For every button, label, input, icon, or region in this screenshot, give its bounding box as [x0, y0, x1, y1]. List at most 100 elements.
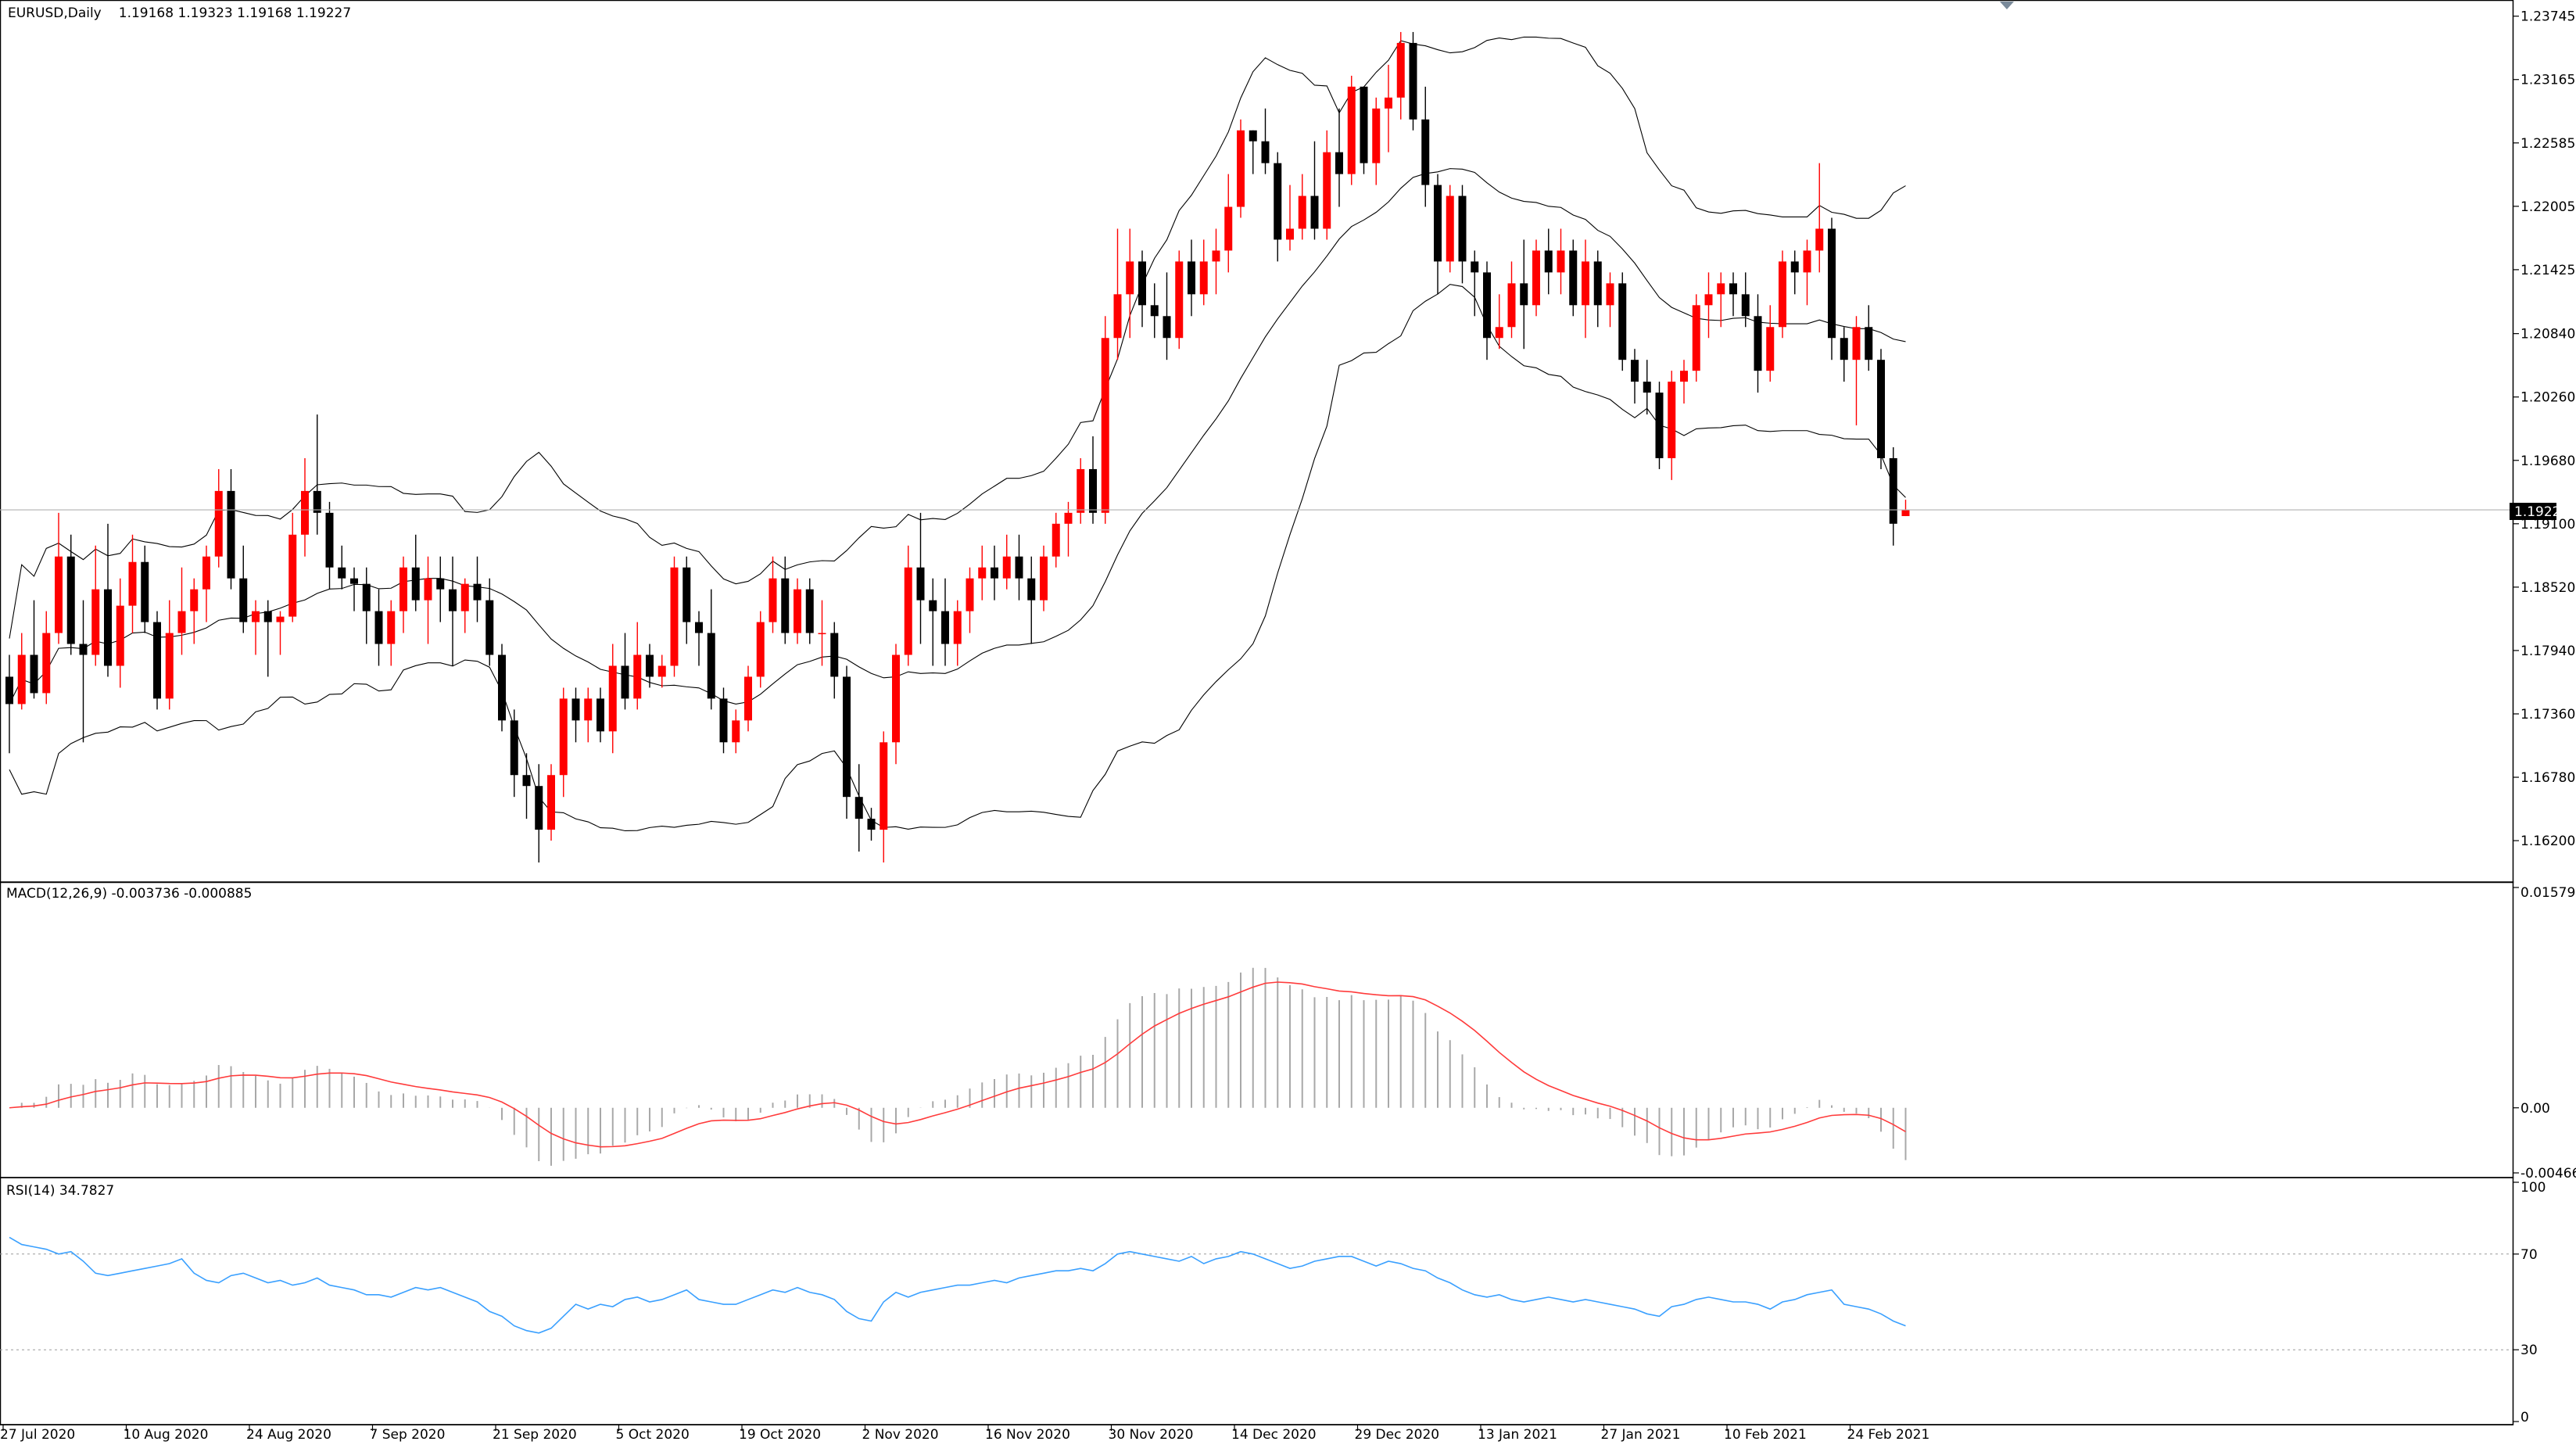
candle-bull: [177, 611, 186, 633]
candle-bear: [830, 633, 839, 677]
date-tick-label: 10 Feb 2021: [1724, 1427, 1807, 1443]
candle-bull: [559, 698, 568, 776]
candle-bear: [1458, 195, 1467, 262]
candle-bear: [781, 578, 790, 633]
candle-bear: [104, 589, 112, 666]
candle-bull: [892, 654, 900, 743]
candle-bull: [1002, 556, 1011, 579]
candle-bull: [252, 611, 260, 622]
candle-bear: [141, 561, 149, 622]
candle-bull: [276, 616, 285, 622]
bollinger-bands: [9, 36, 1906, 832]
candle-bull: [1532, 250, 1540, 306]
candle-bull: [978, 567, 987, 579]
candle-bull: [1372, 108, 1381, 163]
candle-bull: [91, 589, 100, 655]
chart-shift-marker-icon[interactable]: [2000, 2, 2014, 9]
price-tick-label: 1.16200: [2520, 834, 2575, 849]
candle-bull: [1212, 250, 1220, 262]
date-tick-label: 27 Jan 2021: [1601, 1427, 1681, 1443]
candle-bull: [1126, 261, 1134, 295]
candle-bull: [732, 720, 740, 743]
candle-bear: [313, 490, 321, 513]
candle-bear: [1089, 468, 1097, 513]
candle-bear: [485, 600, 494, 655]
price-tick-label: 1.23745: [2520, 9, 2575, 25]
candle-bear: [1471, 261, 1479, 273]
price-tick-label: 1.23165: [2520, 73, 2575, 88]
candle-bull: [1040, 556, 1048, 601]
date-tick-label: 29 Dec 2020: [1355, 1427, 1440, 1443]
macd-series: [9, 967, 1907, 1166]
candle-bull: [818, 633, 826, 635]
candle-bull: [55, 556, 63, 633]
rsi-tick-label: 100: [2520, 1180, 2546, 1196]
candle-bull: [904, 567, 912, 655]
date-tick-label: 16 Nov 2020: [985, 1427, 1070, 1443]
candle-bear: [867, 819, 876, 830]
candle-bull: [1766, 327, 1775, 371]
price-tick-label: 1.20840: [2520, 327, 2575, 342]
candle-bear: [621, 665, 629, 699]
candle-bear: [1655, 393, 1664, 458]
candle-bear: [1828, 228, 1836, 339]
candle-bull: [202, 556, 210, 590]
candle-bear: [436, 578, 445, 590]
candle-bull: [1347, 86, 1356, 174]
candle-bear: [646, 654, 654, 677]
candle-bull: [1852, 327, 1861, 360]
candle-bull: [1815, 228, 1824, 251]
candle-bull: [116, 605, 124, 666]
candle-bull: [1582, 261, 1589, 306]
candle-bear: [325, 512, 334, 568]
candle-bear: [1483, 272, 1491, 339]
candle-bear: [350, 578, 358, 584]
candle-bull: [1298, 195, 1306, 229]
candle-bull: [756, 622, 765, 677]
candle-bear: [79, 644, 88, 655]
rsi-line: [9, 1236, 1906, 1334]
candle-bear: [1593, 261, 1602, 306]
bollinger-middle-line: [9, 168, 1906, 705]
candle-bear: [597, 698, 604, 732]
candle-bear: [991, 567, 998, 579]
candle-bull: [1446, 195, 1454, 262]
candle-bear: [1790, 261, 1799, 273]
candle-bear: [1138, 261, 1146, 306]
candle-bear: [1520, 283, 1528, 306]
candle-bull: [584, 698, 593, 721]
candle-bull: [1779, 261, 1786, 328]
candle-bear: [473, 583, 482, 601]
date-tick-label: 19 Oct 2020: [739, 1427, 821, 1443]
candle-bear: [1544, 250, 1553, 273]
candle-bear: [719, 698, 728, 743]
candle-bear: [362, 583, 371, 611]
date-tick-label: 7 Sep 2020: [370, 1427, 446, 1443]
candle-bear: [449, 589, 457, 611]
date-tick-label: 2 Nov 2020: [862, 1427, 939, 1443]
candle-bull: [1237, 130, 1245, 207]
date-tick-label: 30 Nov 2020: [1109, 1427, 1194, 1443]
main-panel-title: EURUSD,Daily 1.19168 1.19323 1.19168 1.19…: [8, 5, 351, 21]
candle-bull: [1101, 338, 1109, 513]
bollinger-lower-line: [9, 284, 1906, 832]
candle-bull: [399, 567, 407, 611]
candle-bull: [1199, 261, 1208, 295]
candle-bear: [374, 611, 383, 644]
macd-tick-label: 0.00: [2520, 1101, 2550, 1117]
date-tick-label: 27 Jul 2020: [0, 1427, 75, 1443]
candle-bull: [387, 611, 396, 644]
date-tick-label: 24 Aug 2020: [246, 1427, 331, 1443]
candle-bear: [239, 578, 248, 622]
candle-bull: [1901, 509, 1910, 517]
candle-bull: [1495, 327, 1503, 339]
candle-bear: [1274, 163, 1282, 240]
candle-bull: [1680, 371, 1688, 382]
candle-bull: [794, 589, 801, 633]
candle-bull: [1077, 468, 1085, 513]
candle-bull: [670, 567, 679, 666]
candle-bull: [1557, 250, 1565, 273]
candle-bull: [301, 490, 309, 535]
